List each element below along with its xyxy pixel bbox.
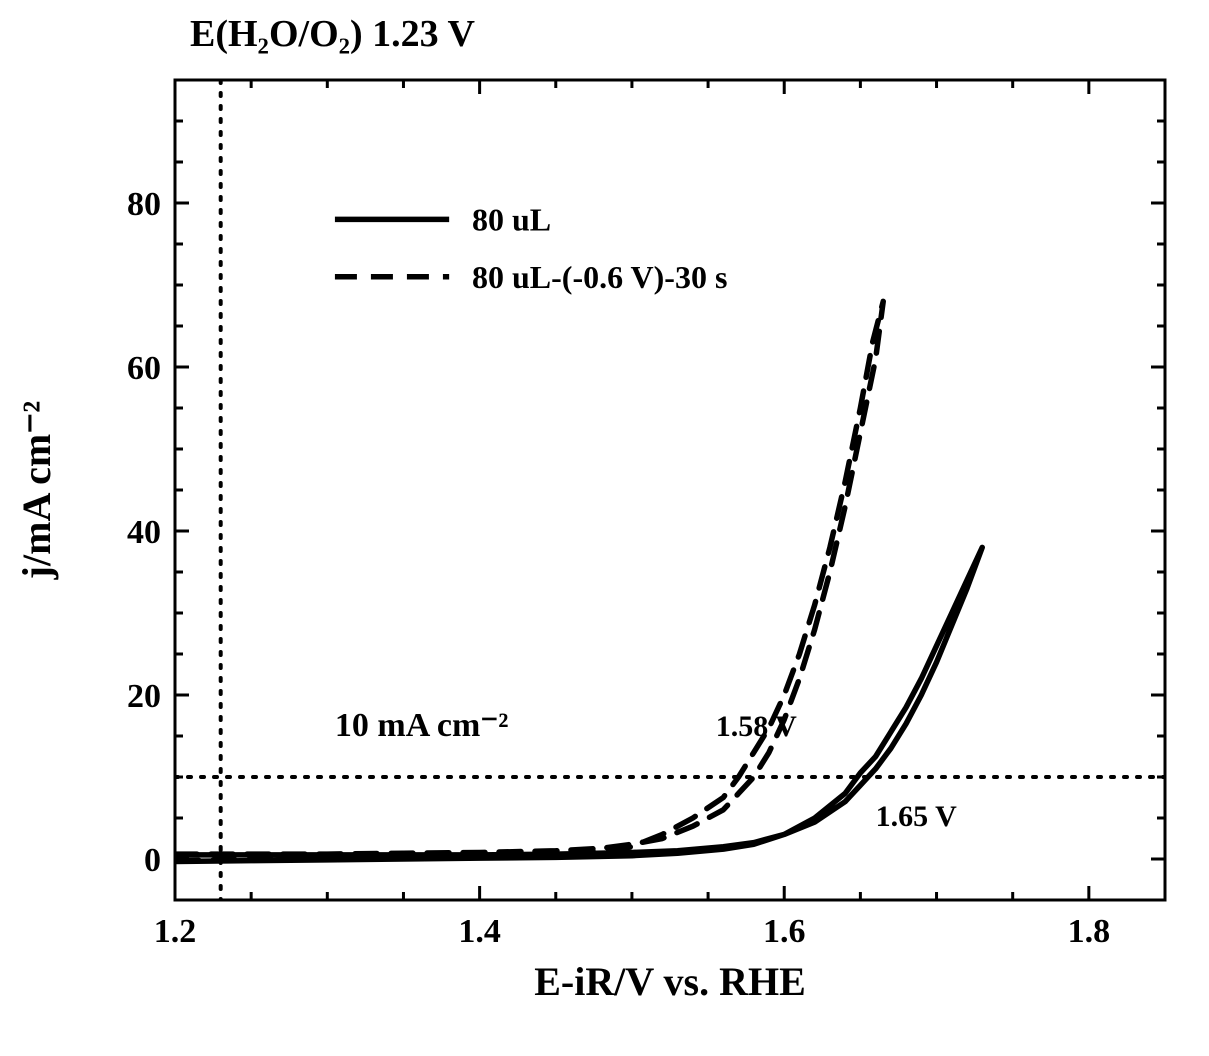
- chart-svg: 1.2 1.4 1.6 1.8 E-iR/V vs. RHE 0 20 40 60 80 j/mA …: [0, 0, 1209, 1056]
- legend-label: 80 uL: [472, 201, 551, 237]
- x-tick-label: 1.6: [763, 913, 806, 950]
- annotation-text: 10 mA cm⁻²: [335, 707, 509, 744]
- x-tick-label: 1.8: [1068, 913, 1111, 950]
- y-tick-label: 60: [127, 350, 161, 387]
- chart-background: [0, 0, 1209, 1056]
- chart-title: E(H₂O/O₂) 1.23 V: [190, 13, 475, 55]
- x-axis-label: E-iR/V vs. RHE: [534, 959, 806, 1004]
- x-tick-label: 1.2: [154, 913, 197, 950]
- legend-label: 80 uL-(-0.6 V)-30 s: [472, 259, 727, 295]
- y-tick-label: 0: [144, 842, 161, 879]
- figure-root: 1.2 1.4 1.6 1.8 E-iR/V vs. RHE 0 20 40 60 80 j/mA …: [0, 0, 1209, 1056]
- annotation-text: 1.65 V: [876, 800, 957, 833]
- y-axis-label: j/mA cm⁻²: [14, 401, 59, 581]
- y-tick-label: 20: [127, 678, 161, 715]
- y-tick-label: 80: [127, 186, 161, 223]
- y-tick-label: 40: [127, 514, 161, 551]
- annotation-text: 1.58 V: [716, 710, 797, 743]
- x-tick-label: 1.4: [458, 913, 501, 950]
